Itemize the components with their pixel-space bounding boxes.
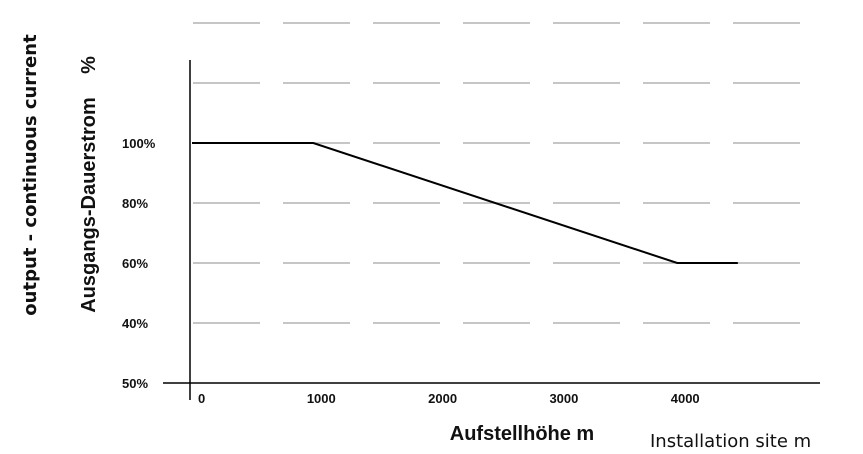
y-tick-label: 40% (122, 316, 148, 331)
x-tick-label: 2000 (428, 391, 457, 406)
series-group (192, 142, 738, 264)
x-axis-title: Aufstellhöhe m (450, 423, 594, 445)
grid-lines (193, 22, 820, 324)
y-tick-label: 50% (122, 376, 148, 391)
x-tick-label: 3000 (549, 391, 578, 406)
x-axis-title-english: Installation site m (650, 431, 811, 452)
y-tick-label: 100% (122, 136, 156, 151)
x-tick-label: 1000 (307, 391, 336, 406)
axes (163, 60, 820, 400)
y-tick-label: 80% (122, 196, 148, 211)
tick-labels: 100% 80% 60% 40% 50% 0 1000 2000 3000 4000 (122, 136, 700, 406)
series-line (192, 142, 738, 264)
y-axis-title: Ausgangs-Dauerstrom (78, 97, 100, 313)
y-tick-label: 60% (122, 256, 148, 271)
y-axis-unit: % (78, 56, 100, 74)
x-tick-label: 0 (198, 391, 205, 406)
x-tick-label: 4000 (671, 391, 700, 406)
y-axis-title-english: output - continuous current (20, 34, 41, 316)
